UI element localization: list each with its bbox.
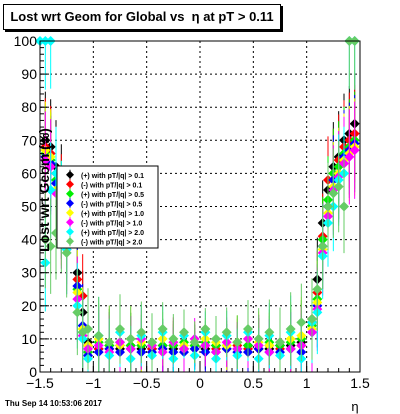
data-point (333, 181, 344, 192)
legend-entry: (-) with pT/|q| > 1.0 (66, 217, 142, 228)
x-axis-label: η (351, 399, 358, 414)
data-point (61, 247, 72, 258)
legend-label: (-) with pT/|q| > 1.0 (81, 220, 142, 227)
data-point (189, 337, 200, 348)
legend-label: (+) with pT/|q| > 2.0 (81, 230, 144, 237)
y-tick-label: 60 (21, 165, 37, 181)
legend-entry: (-) with pT/|q| > 0.5 (66, 198, 142, 209)
data-point (243, 323, 253, 334)
data-point (344, 151, 355, 162)
x-tick-label: 1.5 (350, 375, 370, 391)
y-tick-label: 30 (21, 265, 37, 281)
data-point (125, 333, 136, 344)
axis-layer: −1.5 −1 −0.5 0 0.5 1 1.5 0 10 20 30 40 50 60 70 80 90 100 (14, 33, 370, 391)
data-point (93, 330, 104, 341)
legend-marker (66, 227, 74, 236)
data-point (179, 327, 189, 338)
data-point (168, 333, 179, 344)
legend-entry: (+) with pT/|q| > 2.0 (66, 226, 144, 237)
data-point (307, 314, 317, 325)
legend-marker (66, 180, 74, 189)
x-tick-label: −0.5 (133, 375, 161, 391)
x-tick-label: −1.5 (26, 375, 54, 391)
legend-entry: (-) with pT/|q| > 0.1 (66, 179, 142, 190)
legend-label: (-) with pT/|q| > 0.1 (81, 182, 142, 189)
x-tick-label: 0.5 (244, 375, 264, 391)
y-tick-label: 10 (21, 331, 37, 347)
legend-marker (66, 189, 74, 198)
legend-label: (+) with pT/|q| > 0.5 (81, 192, 144, 199)
legend-marker (66, 170, 74, 179)
legend-marker (66, 218, 74, 227)
legend-label: (-) with pT/|q| > 2.0 (81, 239, 142, 246)
y-tick-label: 50 (21, 199, 37, 215)
data-point (40, 155, 51, 166)
y-tick-label: 20 (21, 298, 37, 314)
y-tick-label: 100 (14, 33, 38, 49)
data-point (136, 327, 147, 338)
footer-date: Thu Sep 14 10:53:06 2017 (5, 399, 102, 408)
legend-label: (+) with pT/|q| > 0.1 (81, 173, 144, 180)
data-point (104, 337, 115, 348)
y-tick-label: 80 (21, 99, 37, 115)
data-point (323, 201, 333, 212)
data-point (285, 323, 296, 334)
legend: (+) with pT/|q| > 0.1 (-) with pT/|q| > 0… (56, 165, 159, 249)
data-point (200, 323, 211, 334)
data-point (45, 184, 56, 195)
legend-marker (66, 199, 74, 208)
data-point (339, 201, 349, 212)
data-point (45, 241, 56, 252)
title-box: Lost wrt Geom for Global vs η at pT > 0.… (3, 4, 281, 30)
legend-entry: (-) with pT/|q| > 2.0 (66, 236, 142, 247)
legend-box (56, 165, 159, 249)
data-point (275, 337, 285, 348)
legend-entry: (+) with pT/|q| > 0.1 (66, 169, 144, 180)
x-tick-label: 0 (196, 375, 204, 391)
x-tick-label: 1 (303, 375, 311, 391)
legend-label: (+) with pT/|q| > 1.0 (81, 211, 144, 218)
legend-marker (66, 208, 74, 217)
legend-marker (66, 237, 74, 246)
data-point (253, 333, 264, 344)
legend-entry: (+) with pT/|q| > 0.5 (66, 188, 144, 199)
data-point (328, 188, 339, 199)
data-point (211, 333, 221, 344)
data-point (317, 241, 328, 252)
data-point (157, 323, 168, 334)
data-point (349, 145, 360, 156)
legend-entry: (+) with pT/|q| > 1.0 (66, 207, 144, 218)
data-point (264, 327, 275, 338)
data-point (296, 317, 307, 328)
data-point (115, 323, 125, 334)
data-point (83, 323, 93, 334)
y-axis-label: Lost wrt Geom (%) (36, 128, 52, 252)
data-point (147, 337, 157, 348)
legend-label: (-) with pT/|q| > 0.5 (81, 201, 142, 208)
y-tick-label: 70 (21, 132, 37, 148)
data-point (232, 337, 243, 348)
x-tick-label: −1 (85, 375, 101, 391)
data-point (221, 327, 232, 338)
y-tick-label: 40 (21, 232, 37, 248)
chart-title: Lost wrt Geom for Global vs η at pT > 0.… (10, 9, 274, 24)
y-tick-label: 0 (29, 364, 37, 380)
data-point (312, 284, 323, 295)
y-tick-label: 90 (21, 66, 37, 82)
data-point (72, 307, 83, 318)
